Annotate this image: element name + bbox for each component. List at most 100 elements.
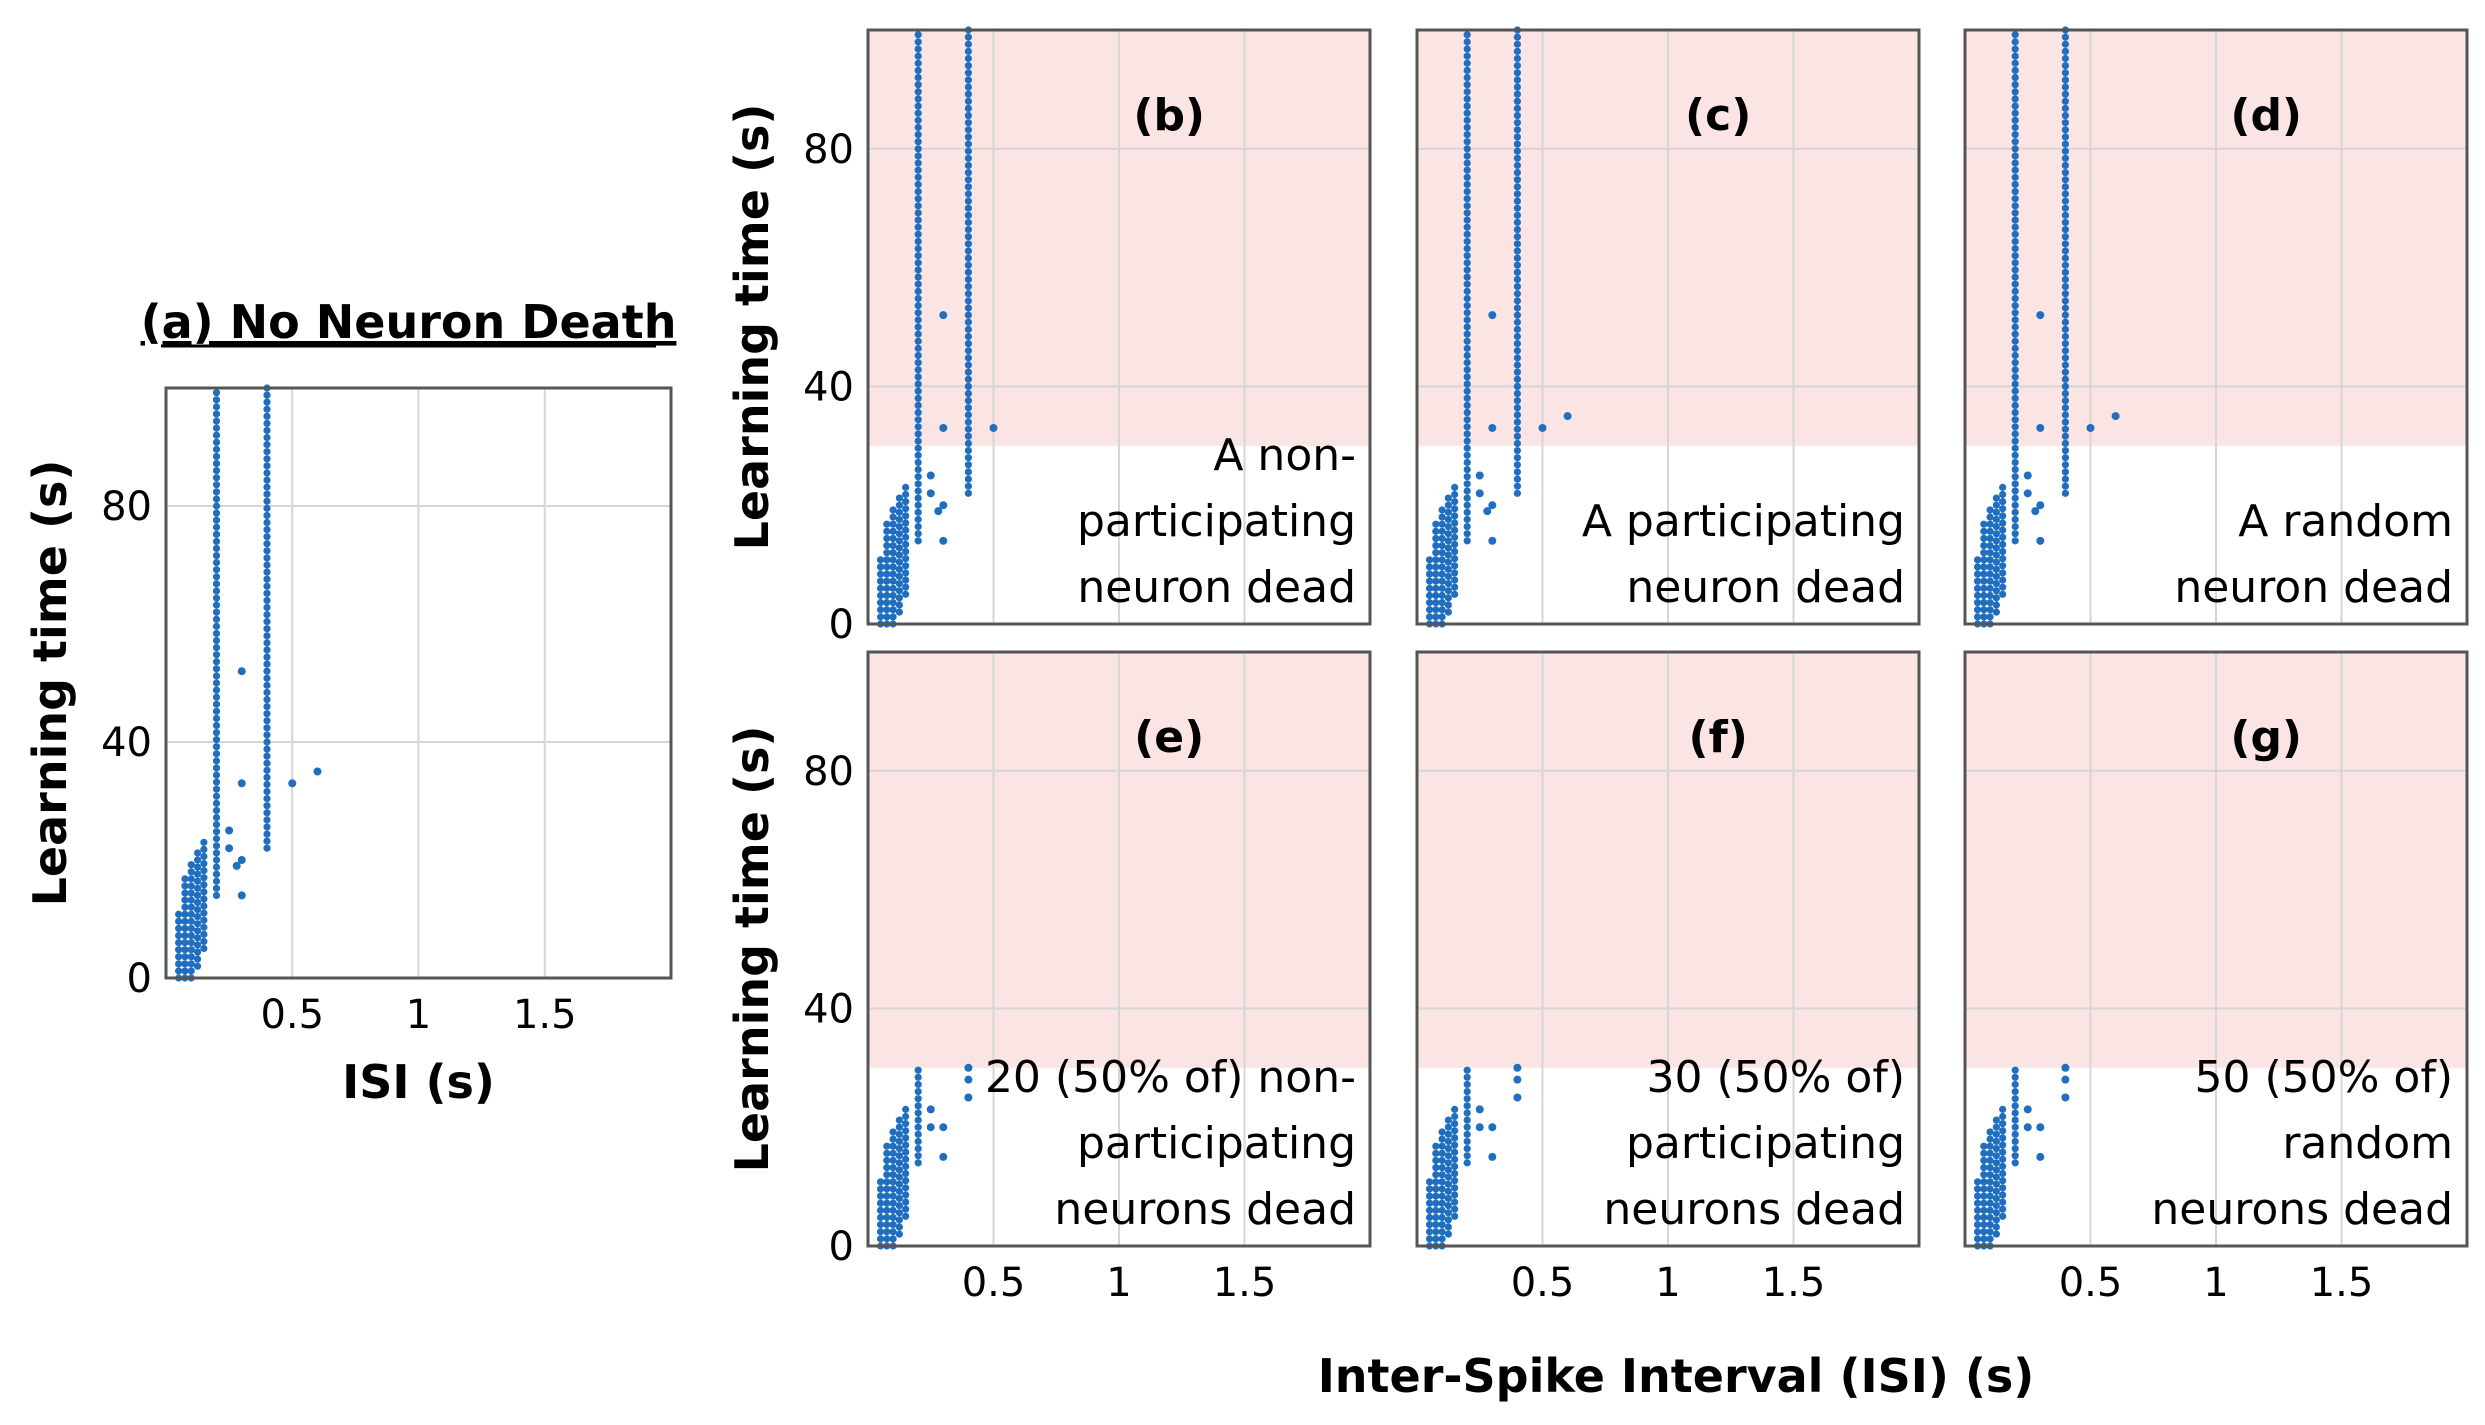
data-point bbox=[1463, 1095, 1471, 1103]
data-point bbox=[181, 939, 189, 947]
data-point bbox=[1463, 380, 1471, 388]
data-point bbox=[1463, 394, 1471, 402]
data-point bbox=[1992, 551, 2000, 559]
data-point bbox=[1513, 332, 1521, 341]
data-point bbox=[1438, 1178, 1446, 1186]
data-point bbox=[1444, 530, 1452, 538]
data-point bbox=[1463, 38, 1471, 46]
data-point bbox=[876, 570, 885, 578]
data-point bbox=[181, 910, 189, 918]
data-point bbox=[2061, 140, 2069, 148]
data-point bbox=[2011, 537, 2019, 545]
data-point bbox=[1999, 547, 2007, 556]
data-point bbox=[914, 473, 922, 481]
data-point bbox=[1425, 1221, 1434, 1229]
data-point bbox=[2011, 430, 2019, 438]
plot-frame bbox=[866, 28, 1372, 626]
data-point bbox=[895, 608, 903, 616]
data-point bbox=[212, 431, 221, 439]
data-point bbox=[1463, 465, 1471, 474]
data-point bbox=[1999, 483, 2007, 491]
data-point bbox=[263, 823, 271, 831]
data-point bbox=[212, 778, 221, 786]
data-point bbox=[964, 47, 973, 55]
data-point bbox=[1444, 1223, 1452, 1231]
data-point bbox=[2011, 344, 2019, 352]
data-point bbox=[2061, 104, 2069, 113]
data-point bbox=[263, 738, 271, 746]
data-point bbox=[212, 714, 221, 723]
data-point bbox=[181, 903, 189, 911]
data-point bbox=[1999, 490, 2007, 499]
data-point bbox=[964, 404, 973, 412]
data-point bbox=[263, 490, 271, 498]
data-point bbox=[902, 569, 910, 577]
data-point bbox=[1463, 159, 1471, 167]
data-point bbox=[1463, 45, 1471, 53]
data-point bbox=[964, 190, 973, 198]
data-point bbox=[914, 430, 922, 438]
data-point bbox=[2061, 33, 2069, 41]
data-point bbox=[175, 917, 183, 925]
data-point bbox=[1980, 591, 1988, 600]
data-point bbox=[895, 515, 903, 524]
data-point bbox=[2061, 76, 2069, 84]
data-point bbox=[883, 591, 891, 600]
data-point bbox=[1513, 411, 1521, 419]
data-point bbox=[2061, 119, 2069, 127]
data-point bbox=[964, 1093, 973, 1102]
data-point bbox=[1992, 1130, 2000, 1138]
data-point bbox=[1999, 1177, 2007, 1185]
data-point bbox=[1425, 577, 1434, 585]
data-point bbox=[964, 247, 973, 255]
data-point bbox=[1463, 444, 1471, 452]
data-point bbox=[1438, 556, 1446, 564]
data-point bbox=[964, 225, 973, 234]
data-point bbox=[187, 939, 195, 947]
data-point bbox=[2111, 412, 2120, 421]
data-point bbox=[2011, 244, 2019, 253]
data-point bbox=[1438, 527, 1446, 535]
data-point bbox=[914, 1080, 922, 1089]
data-point bbox=[2011, 1130, 2019, 1138]
data-point bbox=[212, 459, 221, 468]
data-point bbox=[263, 589, 271, 597]
data-point bbox=[889, 506, 897, 514]
data-point bbox=[263, 596, 271, 605]
data-point bbox=[1992, 1223, 2000, 1231]
data-point bbox=[1438, 1192, 1446, 1200]
data-point bbox=[895, 558, 903, 566]
data-point bbox=[964, 111, 973, 120]
data-point bbox=[1513, 318, 1521, 326]
data-point bbox=[2036, 536, 2045, 545]
annotation-line: neurons dead bbox=[1603, 1184, 1905, 1235]
data-point bbox=[914, 423, 922, 431]
data-point bbox=[1425, 1228, 1434, 1236]
data-point bbox=[2061, 332, 2069, 341]
data-point bbox=[902, 1134, 910, 1142]
data-point bbox=[1451, 490, 1459, 499]
data-point bbox=[1513, 475, 1521, 483]
data-point bbox=[964, 368, 973, 376]
data-point bbox=[1986, 1213, 1994, 1222]
data-point bbox=[2011, 1159, 2019, 1167]
plot-frame bbox=[1415, 650, 1921, 1248]
data-point bbox=[1463, 309, 1471, 317]
data-point bbox=[1513, 225, 1521, 234]
data-point bbox=[1986, 527, 1994, 535]
data-point bbox=[263, 603, 271, 612]
data-point bbox=[914, 330, 922, 338]
data-point bbox=[263, 391, 271, 399]
data-point bbox=[964, 161, 973, 170]
data-point bbox=[212, 594, 221, 602]
data-point bbox=[212, 877, 221, 885]
data-point bbox=[1438, 506, 1446, 514]
annotation-line: A non- bbox=[1213, 430, 1356, 481]
data-point bbox=[1973, 1192, 1982, 1200]
data-point bbox=[989, 423, 998, 432]
data-point bbox=[200, 852, 208, 861]
data-point bbox=[2061, 268, 2069, 276]
data-point bbox=[1986, 606, 1994, 614]
data-point bbox=[263, 844, 271, 852]
data-point bbox=[1425, 1185, 1434, 1193]
